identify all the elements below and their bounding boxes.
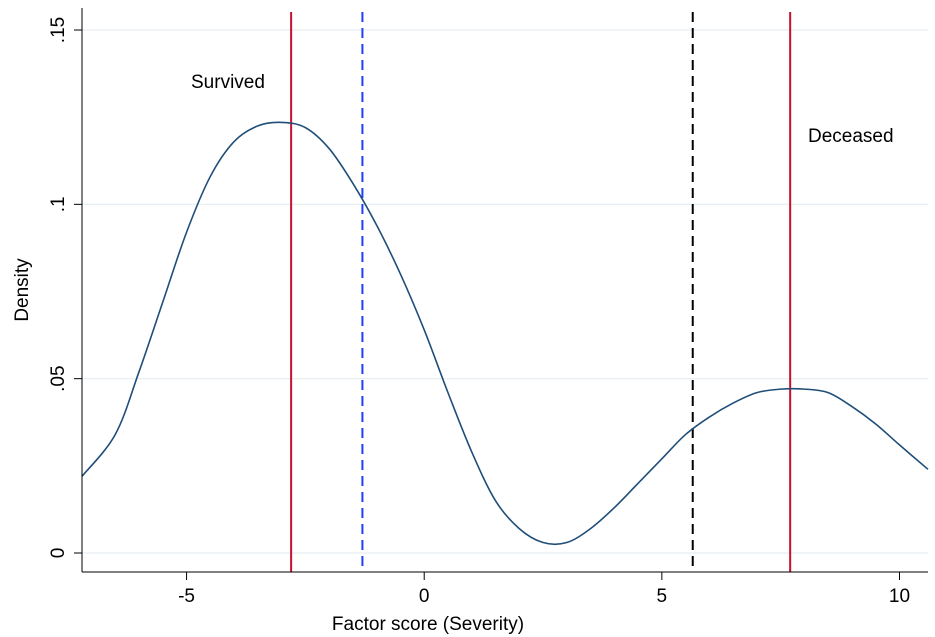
x-tick-label: -5: [178, 586, 195, 607]
y-ticks: 0 .05 .1 .15: [48, 17, 82, 559]
x-tick-label: 10: [889, 586, 910, 607]
y-tick-label: .15: [48, 17, 69, 43]
series-layer: [81, 121, 929, 546]
density-curve: [81, 121, 929, 546]
y-tick-label: .1: [48, 196, 69, 212]
x-axis-title: Factor score (Severity): [332, 614, 524, 635]
x-ticks: -5 0 5 10: [178, 572, 910, 607]
x-tick-label: 5: [657, 586, 668, 607]
grid-lines: [82, 29, 928, 554]
reference-lines: [290, 12, 792, 572]
y-tick-label: 0: [48, 548, 69, 559]
y-tick-label: .05: [48, 365, 69, 391]
axes: [81, 8, 928, 573]
x-tick-label: 0: [419, 586, 430, 607]
annotation-survived: Survived: [191, 72, 265, 93]
annotation-deceased: Deceased: [808, 126, 894, 147]
y-axis-title: Density: [12, 258, 33, 322]
